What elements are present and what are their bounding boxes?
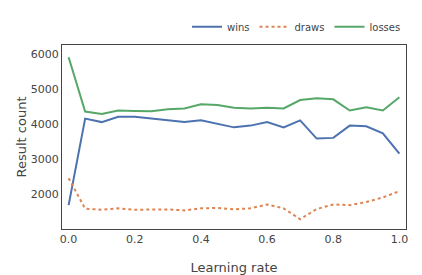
svg-text:0.4: 0.4 — [192, 233, 210, 246]
svg-text:losses: losses — [370, 22, 401, 33]
svg-text:3000: 3000 — [31, 153, 59, 166]
svg-text:6000: 6000 — [31, 48, 59, 61]
svg-text:5000: 5000 — [31, 83, 59, 96]
svg-text:wins: wins — [227, 22, 250, 33]
svg-text:2000: 2000 — [31, 188, 59, 201]
svg-text:draws: draws — [295, 22, 325, 33]
svg-text:0.8: 0.8 — [324, 233, 342, 246]
svg-text:1.0: 1.0 — [391, 233, 409, 246]
svg-text:Result count: Result count — [14, 97, 29, 178]
svg-text:4000: 4000 — [31, 118, 59, 131]
svg-text:0.6: 0.6 — [258, 233, 276, 246]
svg-text:0.0: 0.0 — [60, 233, 78, 246]
svg-text:Learning rate: Learning rate — [191, 260, 278, 275]
svg-text:0.2: 0.2 — [126, 233, 144, 246]
